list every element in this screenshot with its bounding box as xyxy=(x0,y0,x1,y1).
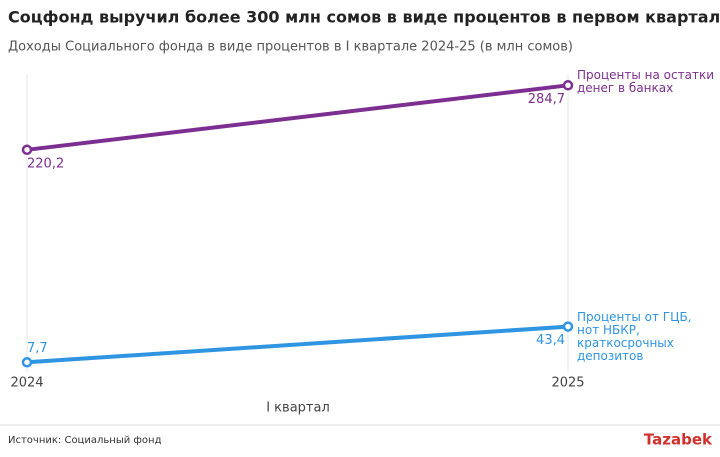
x-tick-label: 2025 xyxy=(551,376,584,391)
point xyxy=(21,144,33,156)
point xyxy=(21,357,33,368)
logo: Tazabek xyxy=(644,431,713,449)
chart-subtitle: Доходы Социального фонда в виде проценто… xyxy=(8,40,573,55)
point xyxy=(562,80,574,91)
line xyxy=(26,83,569,152)
series-label: Проценты на остатки денег в банках xyxy=(577,68,714,96)
value-label: 220,2 xyxy=(27,156,64,171)
value-label: 43,4 xyxy=(536,333,565,348)
line xyxy=(26,324,569,365)
value-label: 7,7 xyxy=(27,341,48,356)
chart-title: Соцфонд выручил более 300 млн сомов в ви… xyxy=(8,8,720,27)
source: Источник: Социальный фонд xyxy=(8,435,162,446)
point xyxy=(562,321,574,332)
x-tick-label: 2024 xyxy=(10,376,43,391)
x-axis-label: I квартал xyxy=(266,401,330,416)
series-label: Проценты от ГЦБ, нот НБКР, краткосрочных… xyxy=(577,309,692,363)
value-label: 284,7 xyxy=(528,92,565,107)
